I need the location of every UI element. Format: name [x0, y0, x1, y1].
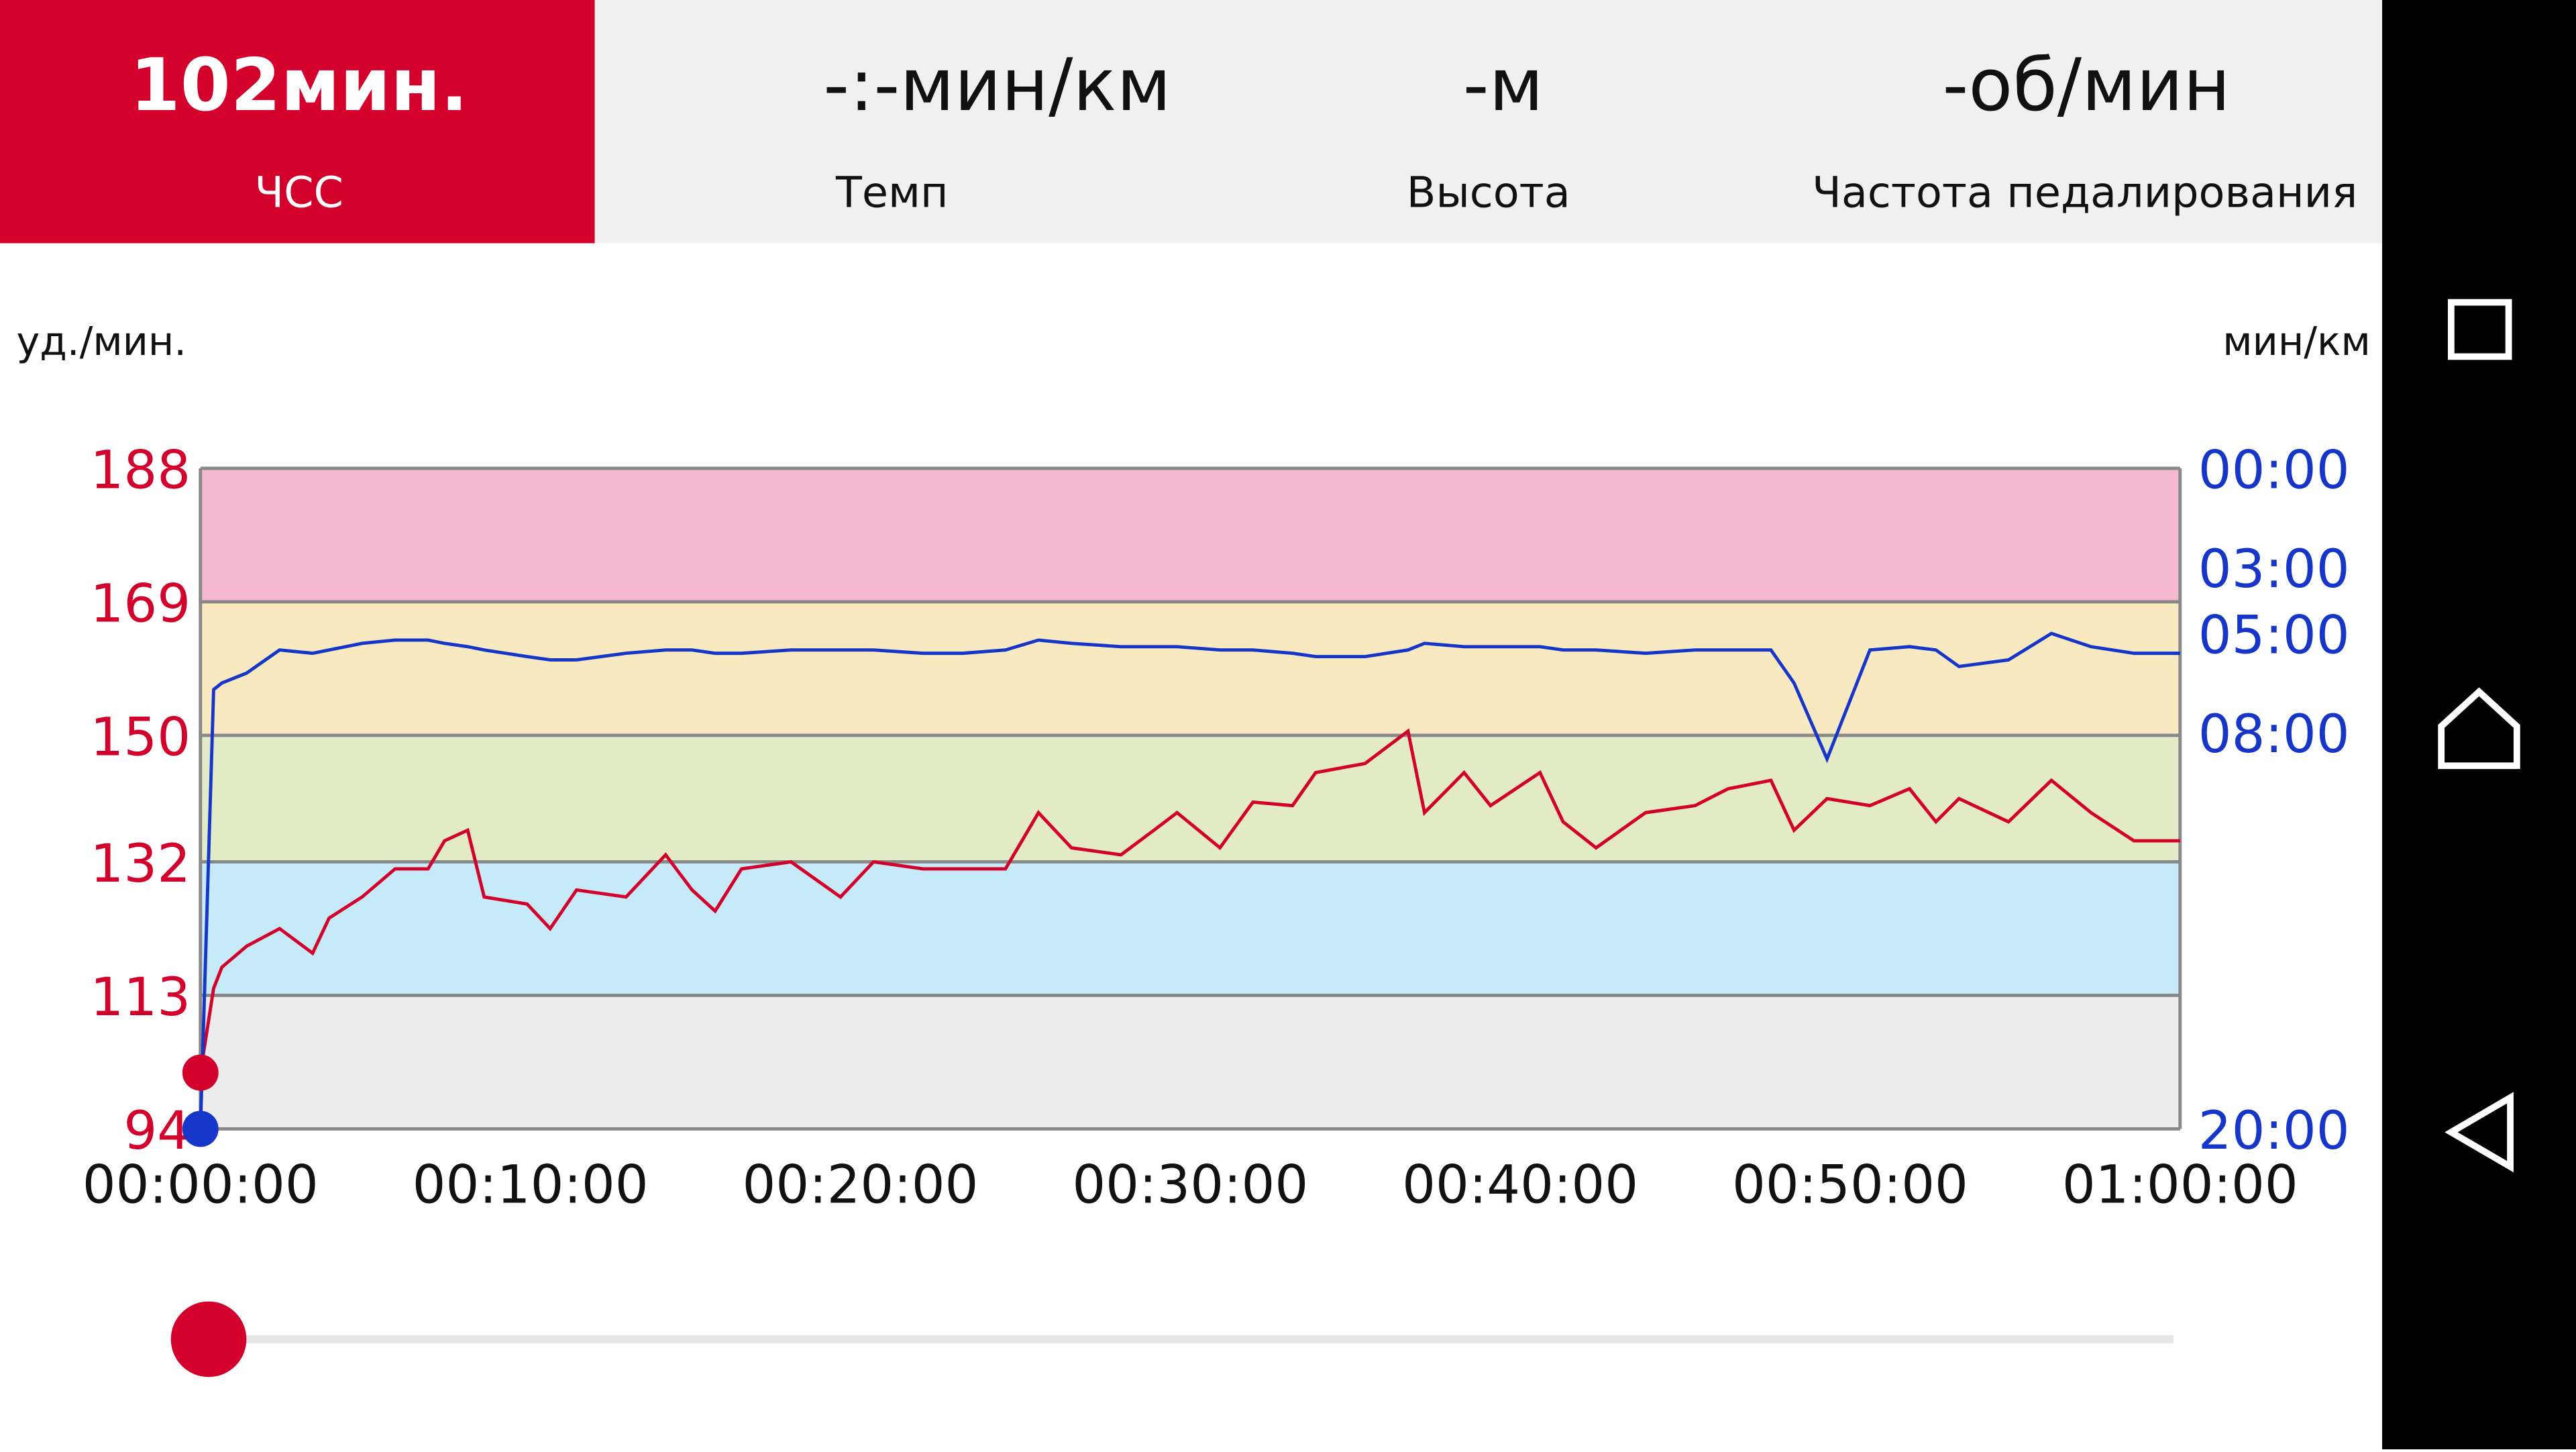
- x-tick-label: 01:00:00: [2062, 1155, 2298, 1216]
- y2-tick-label: 20:00: [2198, 1100, 2350, 1161]
- hr-zone: [200, 995, 2180, 1129]
- y2-tick-label: 08:00: [2198, 704, 2350, 765]
- tab-value: -:-мин/км: [823, 44, 1171, 127]
- x-tick-label: 00:10:00: [413, 1155, 649, 1216]
- series-line: [199, 631, 2180, 1129]
- hr-zone: [200, 601, 2180, 735]
- slider-knob[interactable]: [170, 1301, 247, 1378]
- cursor-dot: [182, 1110, 219, 1147]
- y-tick-label: 188: [91, 439, 191, 501]
- y2-tick-label: 03:00: [2198, 539, 2350, 600]
- back-button[interactable]: [2445, 1092, 2514, 1173]
- tab-label: ЧСС: [254, 168, 343, 218]
- home-button[interactable]: [2438, 687, 2520, 770]
- x-tick-label: 00:00:00: [83, 1155, 319, 1216]
- y-tick-label: 94: [123, 1100, 191, 1161]
- y-tick-label: 132: [91, 833, 191, 894]
- hr-zone: [200, 862, 2180, 996]
- active-tab[interactable]: [0, 0, 595, 244]
- y-tick-label: 150: [91, 707, 191, 768]
- y2-tick-label: 05:00: [2198, 605, 2350, 666]
- x-tick-label: 00:20:00: [742, 1155, 978, 1216]
- tab-value: -м: [1463, 44, 1544, 127]
- tab-value: 102мин.: [130, 44, 468, 127]
- series-line: [199, 728, 2180, 1074]
- tab-value: -об/мин: [1943, 44, 2231, 127]
- tab-label: Темп: [835, 168, 949, 218]
- hr-zone: [200, 735, 2180, 862]
- recents-button[interactable]: [2447, 299, 2512, 360]
- y2-tick-label: 00:00: [2198, 439, 2350, 501]
- x-tick-label: 00:30:00: [1072, 1155, 1308, 1216]
- y2-axis-label: мин/км: [2222, 318, 2371, 364]
- y-tick-label: 169: [91, 573, 191, 634]
- hr-zone: [200, 468, 2180, 602]
- nav-bar: [2382, 0, 2576, 1449]
- tab-label: Частота педалирования: [1812, 168, 2357, 218]
- cursor-dot: [182, 1054, 219, 1091]
- tab-label: Высота: [1407, 168, 1570, 218]
- x-tick-label: 00:40:00: [1402, 1155, 1638, 1216]
- y-tick-label: 113: [91, 967, 191, 1028]
- y-axis-label: уд./мин.: [16, 318, 186, 364]
- x-tick-label: 00:50:00: [1732, 1155, 1968, 1216]
